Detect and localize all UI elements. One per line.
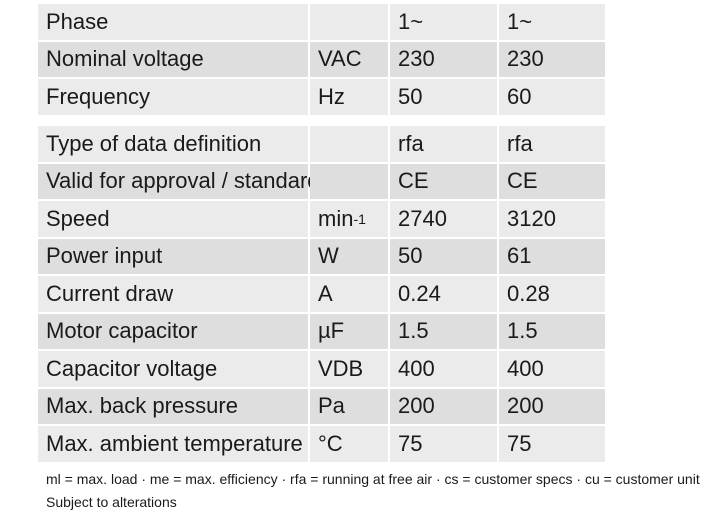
unit-exponent: -1 xyxy=(353,210,366,227)
unit-base: min xyxy=(318,205,354,231)
row-unit xyxy=(310,163,388,199)
data-table: Type of data definition rfa rfa Valid fo… xyxy=(38,126,605,464)
value-60hz: 200 xyxy=(499,388,605,424)
row-unit: µF xyxy=(310,313,388,349)
value-60hz: rfa xyxy=(499,126,605,162)
value-60hz: 61 xyxy=(499,238,605,274)
table-row: Frequency Hz 50 60 xyxy=(38,79,605,115)
value-50hz: 400 xyxy=(390,351,497,387)
table-row: Valid for approval / standard CE CE xyxy=(38,163,605,199)
alterations-note: Subject to alterations xyxy=(46,494,177,510)
row-label: Max. back pressure xyxy=(38,388,308,424)
row-unit: VAC xyxy=(310,41,388,77)
value-50hz: 50 xyxy=(390,238,497,274)
row-label: Valid for approval / standard xyxy=(38,163,320,199)
row-label: Phase xyxy=(38,4,308,40)
value-60hz: 0.28 xyxy=(499,276,605,312)
row-label: Frequency xyxy=(38,79,308,115)
abbreviation-legend: ml = max. load · me = max. efficiency · … xyxy=(46,471,700,487)
table-row: Max. ambient temperature °C 75 75 xyxy=(38,426,605,462)
row-unit: A xyxy=(310,276,388,312)
row-unit: °C xyxy=(310,426,388,462)
table-row: Phase 1~ 1~ xyxy=(38,4,605,40)
row-label: Max. ambient temperature xyxy=(38,426,308,462)
row-label: Power input xyxy=(38,238,308,274)
value-50hz: 75 xyxy=(390,426,497,462)
value-50hz: 2740 xyxy=(390,201,497,237)
value-60hz: 1~ xyxy=(499,4,605,40)
row-unit: Pa xyxy=(310,388,388,424)
value-50hz: 50 xyxy=(390,79,497,115)
value-50hz: CE xyxy=(390,163,497,199)
value-60hz: CE xyxy=(499,163,605,199)
row-label: Speed xyxy=(38,201,308,237)
value-60hz: 230 xyxy=(499,41,605,77)
value-60hz: 60 xyxy=(499,79,605,115)
value-50hz: 200 xyxy=(390,388,497,424)
value-50hz: rfa xyxy=(390,126,497,162)
table-row: Current draw A 0.24 0.28 xyxy=(38,276,605,312)
value-50hz: 1.5 xyxy=(390,313,497,349)
row-label: Nominal voltage xyxy=(38,41,308,77)
row-label: Capacitor voltage xyxy=(38,351,308,387)
row-label: Current draw xyxy=(38,276,308,312)
row-label: Motor capacitor xyxy=(38,313,308,349)
value-50hz: 0.24 xyxy=(390,276,497,312)
table-row: Power input W 50 61 xyxy=(38,238,605,274)
row-label: Type of data definition xyxy=(38,126,308,162)
table-row: Motor capacitor µF 1.5 1.5 xyxy=(38,313,605,349)
value-60hz: 75 xyxy=(499,426,605,462)
row-unit xyxy=(310,4,388,40)
row-unit: Hz xyxy=(310,79,388,115)
value-60hz: 1.5 xyxy=(499,313,605,349)
row-unit: W xyxy=(310,238,388,274)
table-row: Nominal voltage VAC 230 230 xyxy=(38,41,605,77)
general-table: Phase 1~ 1~ Nominal voltage VAC 230 230 … xyxy=(38,4,605,117)
value-50hz: 1~ xyxy=(390,4,497,40)
table-row: Max. back pressure Pa 200 200 xyxy=(38,388,605,424)
row-unit xyxy=(310,126,388,162)
table-row: Capacitor voltage VDB 400 400 xyxy=(38,351,605,387)
value-50hz: 230 xyxy=(390,41,497,77)
row-unit: VDB xyxy=(310,351,388,387)
value-60hz: 3120 xyxy=(499,201,605,237)
table-row: Type of data definition rfa rfa xyxy=(38,126,605,162)
value-60hz: 400 xyxy=(499,351,605,387)
table-row: Speed min -1 2740 3120 xyxy=(38,201,605,237)
row-unit: min -1 xyxy=(310,201,388,237)
